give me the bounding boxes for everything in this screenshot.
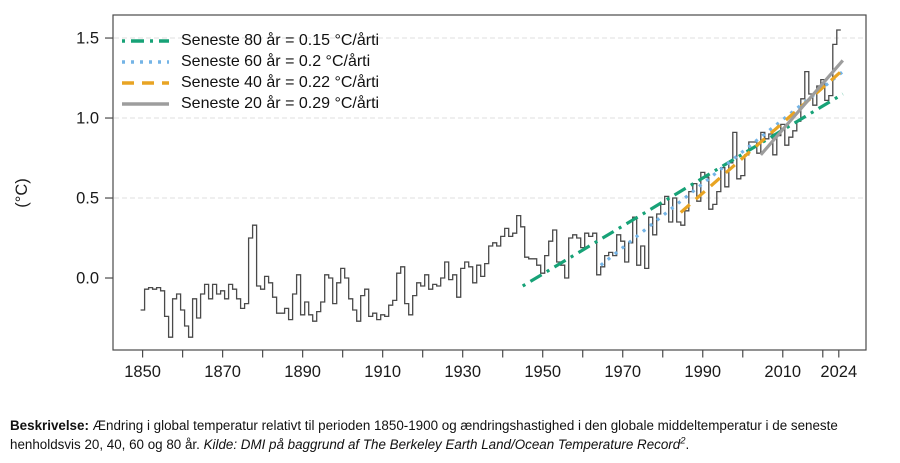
legend-label-60yr: Seneste 60 år = 0.2 °C/årti	[181, 53, 371, 70]
x-tick-label: 1950	[524, 363, 561, 381]
x-tick-label: 2010	[764, 363, 801, 381]
x-tick-label: 1870	[204, 363, 241, 381]
legend-label-40yr: Seneste 40 år = 0.22 °C/årti	[181, 74, 380, 91]
x-tick-label: 1930	[444, 363, 481, 381]
legend-item-20yr: Seneste 20 år = 0.29 °C/årti	[121, 93, 379, 114]
y-axis-label: (°C)	[13, 178, 31, 208]
y-tick-label: 1.0	[76, 110, 99, 128]
x-tick-label: 1970	[604, 363, 641, 381]
caption-label: Beskrivelse:	[10, 418, 89, 433]
y-tick-label: 0.5	[76, 190, 99, 208]
legend-line-60yr-icon	[122, 59, 169, 64]
trend-line-80yr	[521, 92, 844, 288]
legend-line-80yr-icon	[122, 38, 169, 43]
axes-ticks-labels: 0.0 0.5 1.0 1.5 1850 1870 1890 1910 1930 1950 1970…	[76, 30, 857, 381]
x-tick-label: 1890	[284, 363, 321, 381]
caption-end: .	[685, 437, 690, 453]
trend-line-40yr	[679, 68, 844, 214]
caption-body: Ændring i global temperatur relativt til…	[10, 418, 838, 453]
legend-item-60yr: Seneste 60 år = 0.2 °C/årti	[121, 51, 379, 72]
legend-line-40yr-icon	[122, 80, 169, 85]
caption-source: Kilde: DMI på baggrund af The Berkeley E…	[203, 437, 681, 453]
legend-item-80yr: Seneste 80 år = 0.15 °C/årti	[121, 30, 379, 51]
x-tick-label: 2024	[820, 363, 857, 381]
trend-line-20yr	[759, 59, 845, 156]
data-series	[140, 29, 845, 338]
caption-source-ref: 2	[680, 435, 686, 447]
trend-line-60yr	[599, 70, 844, 267]
x-tick-label: 1990	[684, 363, 721, 381]
gridlines	[114, 37, 865, 199]
figure-caption: Beskrivelse: Ændring i global temperatur…	[10, 416, 894, 454]
y-tick-label: 1.5	[76, 30, 99, 48]
chart-legend: Seneste 80 år = 0.15 °C/årti Seneste 60 …	[121, 30, 379, 114]
legend-label-80yr: Seneste 80 år = 0.15 °C/årti	[181, 32, 380, 49]
plot-frame	[112, 14, 867, 351]
x-tick-label: 1910	[364, 363, 401, 381]
chart-canvas: (°C) 0.0 0.5 1.0 1.5 1850 1870 1890 1910 1930 195…	[13, 14, 867, 381]
legend-item-40yr: Seneste 40 år = 0.22 °C/årti	[121, 72, 379, 93]
legend-line-20yr-icon	[122, 101, 169, 106]
temperature-chart: (°C) 0.0 0.5 1.0 1.5 1850 1870 1890 1910 1930 195…	[13, 14, 867, 381]
x-tick-label: 1850	[124, 363, 161, 381]
plot-border	[112, 14, 867, 351]
legend-label-20yr: Seneste 20 år = 0.29 °C/årti	[181, 95, 380, 112]
y-tick-label: 0.0	[76, 270, 99, 288]
